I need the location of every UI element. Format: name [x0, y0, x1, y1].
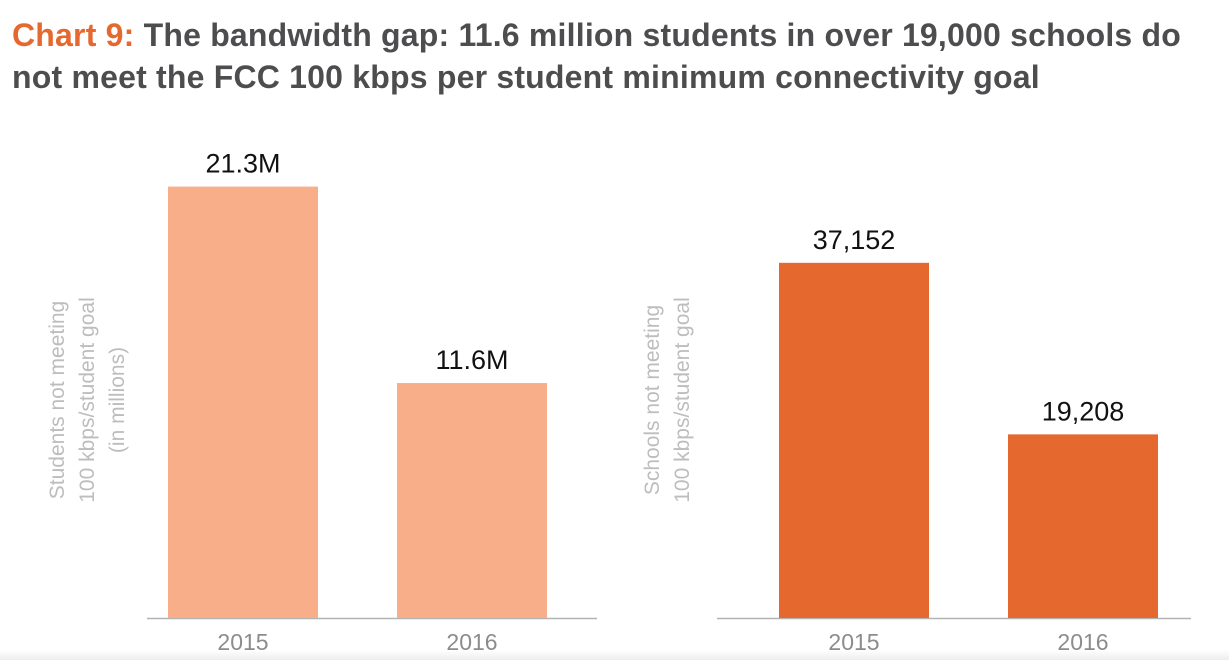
students-bar-2016 [397, 383, 547, 618]
schools-bar-2016 [1008, 434, 1158, 618]
schools-y-axis-title-line-2: 100 kbps/student goal [671, 297, 694, 503]
schools-data-label-2016: 19,208 [1042, 396, 1125, 426]
schools-bar-2015 [779, 262, 929, 618]
students-y-axis-title-line-1: Students not meeting [46, 301, 69, 499]
schools-data-label-2015: 37,152 [813, 225, 896, 255]
chart-title-text: The bandwidth gap: 11.6 million students… [12, 17, 1182, 95]
students-y-axis-title-line-2: 100 kbps/student goal [76, 297, 99, 503]
bottom-shade [0, 650, 1229, 660]
students-y-axis-title-line-3: (in millions) [106, 347, 129, 453]
chart-title-lead: Chart 9: [12, 17, 135, 53]
chart-title: Chart 9: The bandwidth gap: 11.6 million… [12, 14, 1222, 98]
students-data-label-2016: 11.6M [435, 345, 508, 375]
students-bar-2015 [168, 186, 318, 618]
students-data-label-2015: 21.3M [205, 149, 280, 179]
schools-y-axis-title-line-1: Schools not meeting [641, 305, 664, 495]
